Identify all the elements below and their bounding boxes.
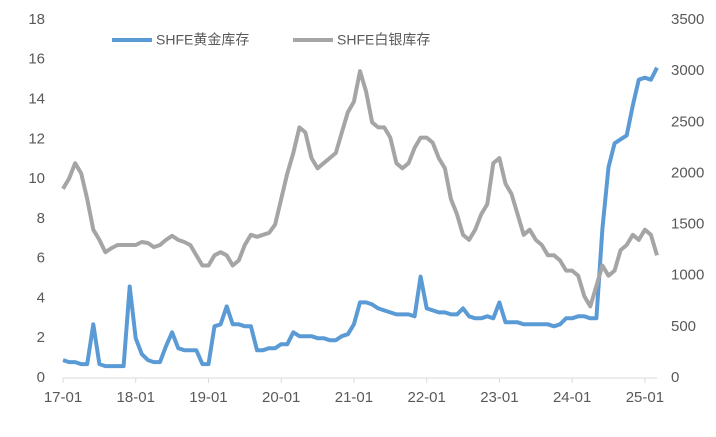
y-tick-label: 14 <box>28 91 45 108</box>
series-line <box>62 66 659 369</box>
x-tick-label: 21-01 <box>335 389 373 406</box>
x-tick-label: 25-01 <box>626 389 664 406</box>
x-tick-label: 18-01 <box>117 389 155 406</box>
y-tick-label: 0 <box>37 369 45 386</box>
y-tick-label: 8 <box>37 210 45 227</box>
x-tick-label: 20-01 <box>262 389 300 406</box>
x-tick-label: 17-01 <box>44 389 82 406</box>
y-tick-label: 10 <box>28 170 45 187</box>
y-tick-label: 2 <box>37 329 45 346</box>
y-tick-label: 6 <box>37 250 45 267</box>
x-tick-label: 19-01 <box>189 389 227 406</box>
y2-tick-label: 2500 <box>671 113 704 130</box>
y2-tick-label: 500 <box>671 318 696 335</box>
y2-tick-label: 0 <box>671 369 679 386</box>
legend-label: SHFE黄金库存 <box>156 32 249 48</box>
y-tick-label: 12 <box>28 130 45 147</box>
y-tick-label: 16 <box>28 51 45 68</box>
series-line <box>61 69 659 309</box>
x-tick-label: 22-01 <box>407 389 445 406</box>
legend-label: SHFE白银库存 <box>337 32 430 48</box>
y2-tick-label: 3500 <box>671 11 704 28</box>
x-tick-label: 24-01 <box>553 389 591 406</box>
y-tick-label: 4 <box>37 289 45 306</box>
y-tick-label: 18 <box>28 11 45 28</box>
x-tick-label: 23-01 <box>480 389 518 406</box>
y2-tick-label: 1000 <box>671 267 704 284</box>
y2-tick-label: 3000 <box>671 62 704 79</box>
y2-tick-label: 2000 <box>671 164 704 181</box>
y2-tick-label: 1500 <box>671 216 704 233</box>
